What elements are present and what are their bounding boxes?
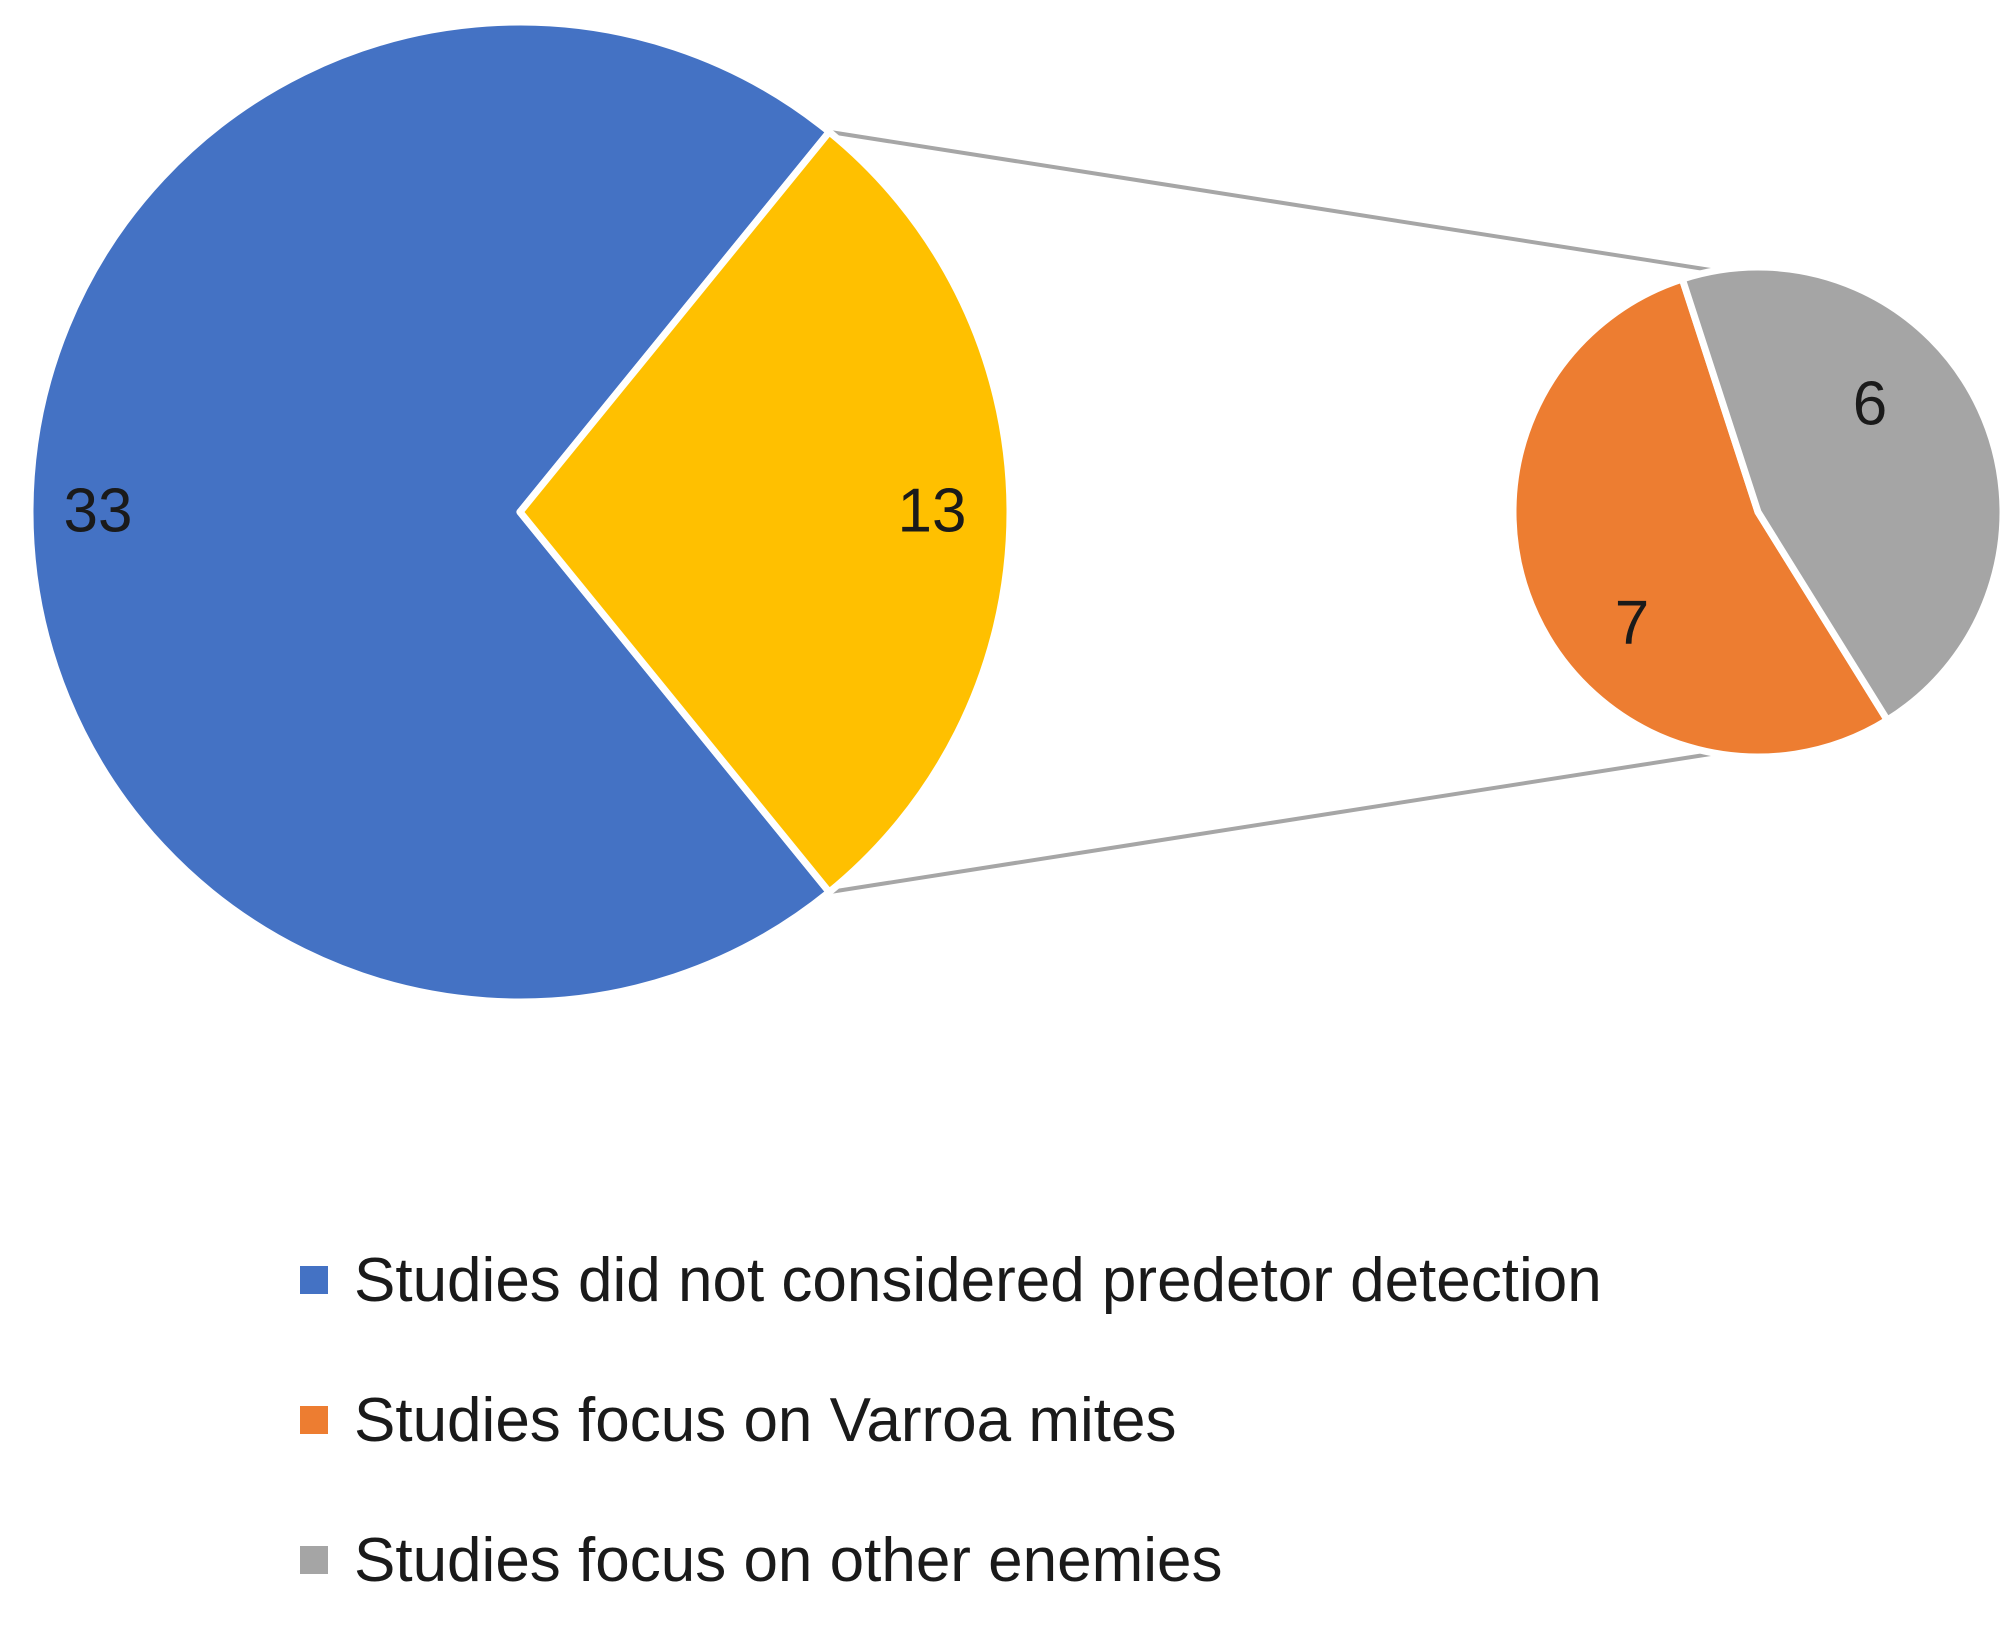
- legend-item-not-considered: Studies did not considered predetor dete…: [300, 1210, 1602, 1350]
- pie-slice-not-considered: [26, 18, 833, 1006]
- legend-item-varroa: Studies focus on Varroa mites: [300, 1350, 1602, 1490]
- pie-of-pie-chart: 33 13 7 6: [26, 18, 2007, 1006]
- data-label-not-considered: 33: [64, 476, 133, 545]
- legend-label: Studies did not considered predetor dete…: [354, 1245, 1602, 1315]
- data-label-varroa: 7: [1615, 588, 1649, 657]
- legend-swatch-gray: [300, 1546, 328, 1574]
- pie-slice-varroa: [1509, 275, 1891, 761]
- pie-slice-other: [1678, 263, 2007, 724]
- pie-slice-predator-detection: [516, 128, 1014, 896]
- main-pie: [26, 18, 1014, 1006]
- legend-label: Studies focus on other enemies: [354, 1525, 1223, 1595]
- legend-swatch-blue: [300, 1266, 328, 1294]
- data-labels: 33 13 7 6: [64, 369, 1888, 657]
- connector-lines: [828, 129, 1716, 895]
- legend: Studies did not considered predetor dete…: [300, 1210, 1602, 1630]
- secondary-pie: [1509, 263, 2007, 761]
- legend-swatch-orange: [300, 1406, 328, 1434]
- data-label-predator-detection: 13: [898, 476, 967, 545]
- legend-item-other: Studies focus on other enemies: [300, 1490, 1602, 1630]
- connector-line-bottom: [828, 751, 1716, 895]
- data-label-other: 6: [1853, 369, 1887, 438]
- legend-label: Studies focus on Varroa mites: [354, 1385, 1177, 1455]
- connector-line-top: [828, 129, 1716, 273]
